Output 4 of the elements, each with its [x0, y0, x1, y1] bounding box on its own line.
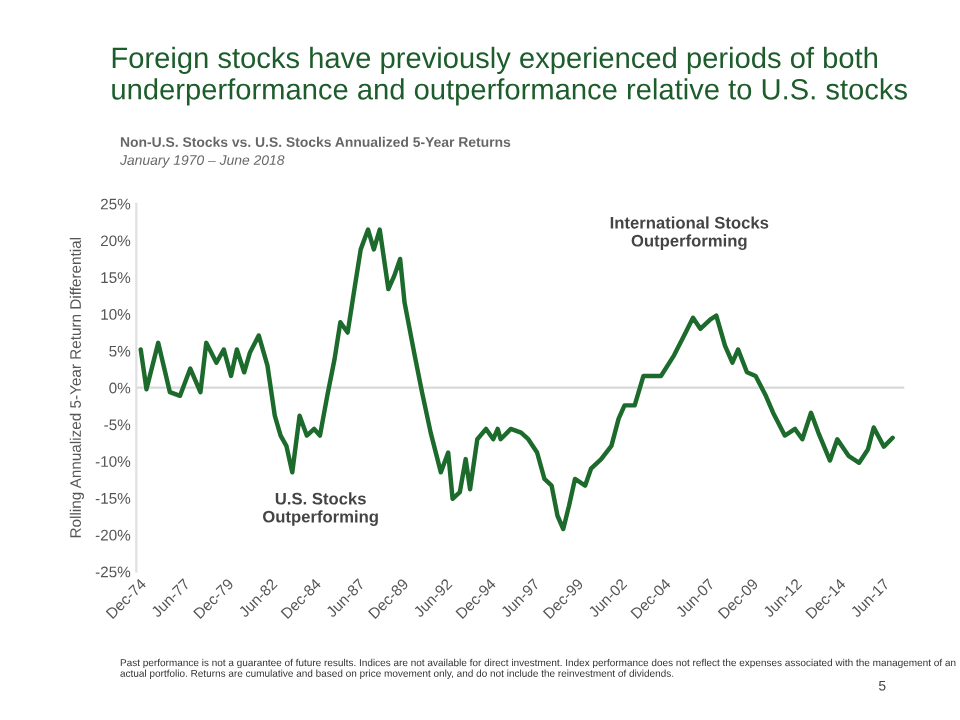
line-series — [138, 227, 895, 532]
annotation: U.S. Stocks Outperforming — [263, 492, 378, 526]
chart-title: Foreign stocks have previously experienced periods of both underperformance and outperformance relative to U.S. stocks — [112, 46, 907, 106]
annotation: International Stocks Outperforming — [610, 216, 769, 250]
